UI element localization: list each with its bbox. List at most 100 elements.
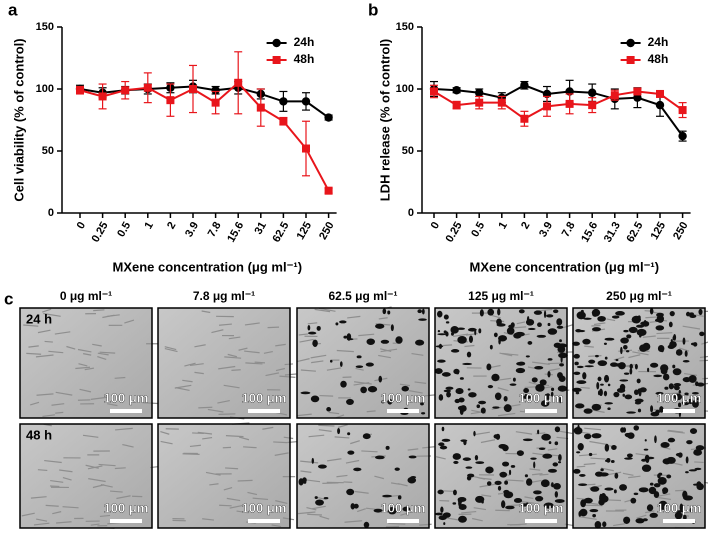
particle [504, 480, 508, 484]
particle [495, 392, 502, 400]
particle [398, 495, 402, 499]
y-tick-label: 0 [48, 207, 54, 219]
particle [669, 341, 677, 348]
particle [515, 332, 525, 337]
cell [115, 377, 126, 378]
particle [548, 469, 557, 473]
column-header: 7.8 μg ml⁻¹ [193, 289, 255, 303]
particle [382, 495, 392, 498]
particle [357, 355, 362, 358]
particle [442, 427, 445, 431]
particle [574, 427, 583, 435]
y-tick-label: 100 [396, 83, 414, 95]
particle [534, 366, 543, 369]
particle [650, 405, 653, 412]
cell [45, 341, 53, 342]
particle [653, 375, 662, 377]
particle [576, 392, 580, 395]
particle [637, 329, 647, 336]
marker [325, 187, 333, 195]
x-axis-title: MXene concentration (μg ml⁻¹) [112, 259, 302, 274]
particle [466, 466, 473, 468]
particle [439, 515, 447, 520]
particle [597, 316, 606, 322]
particle [439, 344, 442, 349]
marker [679, 106, 687, 114]
scale-bar-label: 100 μm [381, 390, 426, 405]
particle [363, 433, 371, 439]
cell [540, 474, 549, 475]
particle [549, 441, 552, 444]
legend-label: 48h [648, 52, 669, 66]
particle [347, 338, 354, 340]
particle [378, 376, 382, 383]
legend-marker [627, 56, 635, 64]
particle [532, 377, 538, 382]
scale-bar [525, 519, 557, 523]
panel-label: c [4, 289, 13, 308]
cell [577, 466, 586, 467]
particle [527, 316, 529, 323]
particle [623, 427, 626, 432]
particle [437, 490, 443, 495]
cell [361, 451, 377, 452]
particle [438, 330, 440, 332]
panel-label: b [368, 0, 378, 19]
column-header: 250 μg ml⁻¹ [606, 289, 672, 303]
particle [697, 383, 705, 387]
particle [456, 388, 464, 394]
particle [485, 467, 493, 474]
particle [600, 468, 603, 471]
x-tick-label: 1 [142, 220, 155, 231]
particle [638, 409, 641, 413]
particle [462, 363, 472, 365]
particle [643, 518, 648, 521]
scale-bar-label: 100 μm [657, 500, 702, 515]
particle [537, 322, 542, 327]
particle [444, 315, 449, 320]
x-tick-label: 62.5 [624, 220, 645, 245]
particle [559, 339, 562, 342]
particle [643, 320, 646, 327]
particle [673, 336, 676, 340]
marker [588, 89, 596, 97]
particle [463, 457, 472, 461]
particle [418, 318, 427, 320]
particle [624, 457, 633, 459]
particle [661, 348, 664, 352]
particle [533, 490, 542, 494]
particle [604, 391, 607, 397]
particle [526, 478, 532, 486]
column-header: 62.5 μg ml⁻¹ [328, 289, 397, 303]
particle [696, 445, 705, 450]
particle [534, 310, 542, 314]
particle [318, 464, 327, 468]
particle [475, 496, 484, 503]
particle [647, 368, 649, 372]
particle [620, 337, 629, 343]
marker [656, 101, 664, 109]
particle [595, 355, 599, 357]
particle [638, 388, 642, 392]
particle [699, 332, 704, 337]
particle [513, 378, 516, 382]
particle [366, 363, 374, 367]
particle [605, 357, 608, 360]
particle [435, 513, 443, 516]
particle [557, 326, 564, 329]
cell [307, 514, 322, 515]
particle [467, 474, 474, 478]
x-tick-label: 0.25 [90, 220, 111, 245]
scale-bar [525, 409, 557, 413]
particle [525, 474, 528, 477]
particle [558, 461, 561, 463]
particle [602, 521, 606, 527]
particle [347, 432, 350, 435]
particle [620, 384, 625, 391]
particle [553, 483, 561, 490]
particle [639, 344, 647, 351]
particle [636, 325, 644, 328]
particle [497, 308, 500, 315]
particle [443, 522, 445, 525]
particle [475, 455, 478, 460]
